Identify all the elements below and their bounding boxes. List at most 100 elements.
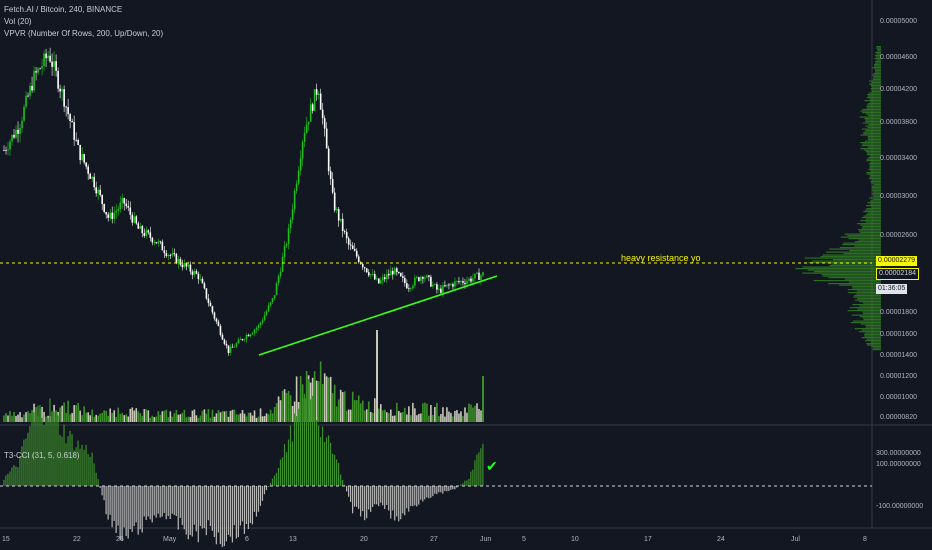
- vpvr-row: [877, 49, 881, 51]
- volume-bar: [277, 396, 280, 422]
- vpvr-row: [859, 316, 881, 318]
- volume-bar: [199, 415, 202, 422]
- cci-bar: [287, 439, 290, 486]
- candle-body: [67, 107, 69, 115]
- vpvr-row: [858, 331, 881, 333]
- cci-bar: [408, 486, 410, 512]
- vpvr-row: [867, 137, 881, 139]
- resistance-annotation[interactable]: heavy resistance yo: [621, 253, 701, 263]
- candle-body: [7, 149, 9, 151]
- volume-bar: [99, 413, 102, 422]
- cci-bar: [167, 486, 169, 517]
- cci-bar: [414, 486, 416, 506]
- vpvr-row: [873, 73, 881, 75]
- vpvr-row: [860, 232, 881, 234]
- volume-bar: [141, 415, 144, 422]
- volume-bar: [51, 411, 53, 422]
- cci-bar: [281, 457, 284, 486]
- candle-body: [195, 271, 198, 274]
- volume-bar: [91, 409, 93, 422]
- volume-bar: [173, 413, 176, 422]
- candle-body: [317, 93, 320, 95]
- cci-bar: [115, 486, 117, 534]
- price-tick: 0.00003400: [880, 155, 917, 162]
- cci-bar: [317, 425, 320, 486]
- volume-bar: [21, 417, 23, 422]
- vpvr-row: [870, 341, 881, 343]
- cci-bar: [476, 454, 478, 486]
- vpvr-row: [876, 47, 881, 49]
- cci-bar: [390, 486, 392, 519]
- volume-bar: [67, 400, 69, 422]
- cci-bar: [283, 444, 286, 486]
- candle-body: [119, 202, 122, 210]
- cci-bar: [279, 459, 282, 486]
- volume-bar: [426, 403, 428, 422]
- volume-bar: [392, 415, 394, 422]
- cci-bar: [396, 486, 398, 517]
- volume-legend[interactable]: Vol (20): [4, 17, 32, 26]
- chart-title[interactable]: Fetch.AI / Bitcoin, 240, BINANCE: [4, 5, 123, 14]
- cci-bar: [400, 486, 402, 520]
- cci-tick: 100.00000000: [876, 461, 921, 468]
- volume-bars: [3, 330, 484, 422]
- volume-bar: [205, 413, 208, 422]
- candle-body: [155, 242, 158, 244]
- volume-bar: [43, 411, 45, 422]
- volume-bar: [345, 410, 348, 422]
- cci-bar: [321, 426, 324, 486]
- vpvr-row: [875, 62, 881, 64]
- candle-body: [47, 55, 49, 59]
- vpvr-row: [876, 46, 881, 48]
- candle-body: [91, 176, 93, 179]
- cci-bar: [175, 486, 177, 517]
- candle-body: [61, 89, 63, 92]
- volume-bar: [155, 416, 158, 422]
- vpvr-row: [831, 263, 881, 265]
- vpvr-row: [868, 157, 881, 159]
- candle-body: [127, 206, 130, 208]
- volume-bar: [153, 417, 156, 422]
- candle-body: [446, 284, 448, 287]
- volume-bar: [398, 411, 400, 422]
- cci-bar: [111, 486, 113, 528]
- volume-bar: [75, 405, 77, 422]
- candle-body: [369, 274, 372, 276]
- vpvr-row: [863, 319, 881, 321]
- candle-body: [402, 276, 404, 278]
- candle-body: [293, 190, 296, 210]
- candle-body: [81, 154, 83, 161]
- vpvr-row: [871, 206, 881, 208]
- vpvr-row: [871, 89, 881, 91]
- volume-bar: [113, 410, 116, 422]
- cci-legend[interactable]: T3-CCI (31, 5, 0.618): [4, 451, 80, 460]
- volume-bar: [105, 410, 108, 422]
- cci-bar: [227, 486, 229, 535]
- volume-bar: [77, 402, 79, 422]
- vpvr-row: [864, 335, 881, 337]
- cci-bar: [219, 486, 221, 545]
- candle-body: [177, 259, 180, 264]
- volume-bar: [367, 401, 370, 422]
- vpvr-legend[interactable]: VPVR (Number Of Rows, 200, Up/Down, 20): [4, 29, 164, 38]
- cci-bar: [231, 486, 233, 543]
- cci-bar: [171, 486, 173, 514]
- candle-body: [321, 109, 324, 119]
- candle-body: [197, 273, 200, 280]
- volume-bar: [325, 376, 328, 422]
- cci-bar: [454, 486, 456, 490]
- volume-bar: [229, 410, 232, 422]
- volume-bar: [129, 408, 132, 422]
- candle-body: [131, 214, 134, 223]
- vpvr-row: [865, 205, 881, 207]
- vpvr-row: [864, 209, 881, 211]
- vpvr-row: [861, 128, 881, 130]
- price-tick: 0.00002600: [880, 232, 917, 239]
- candle-body: [337, 209, 340, 221]
- volume-bar: [59, 407, 61, 422]
- vpvr-row: [868, 163, 881, 165]
- vpvr-row: [862, 112, 881, 114]
- vpvr-row: [858, 239, 881, 241]
- candle-body: [153, 242, 156, 243]
